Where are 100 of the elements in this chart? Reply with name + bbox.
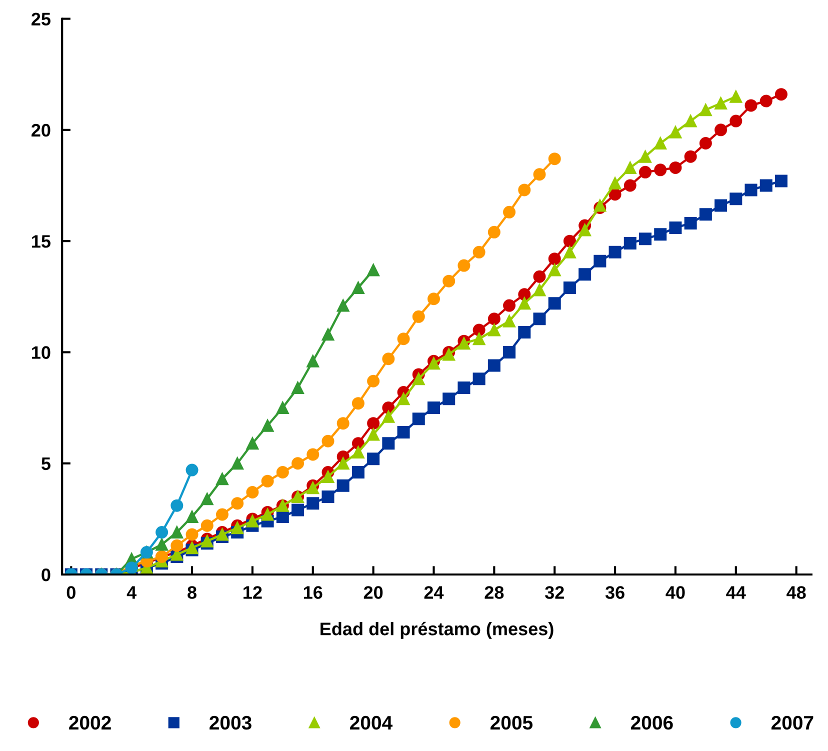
point xyxy=(594,254,606,268)
point xyxy=(472,372,486,386)
point xyxy=(292,457,304,470)
point xyxy=(578,224,592,236)
point xyxy=(563,246,576,258)
point xyxy=(367,417,380,430)
point xyxy=(442,274,456,288)
point xyxy=(714,96,728,110)
point xyxy=(336,299,350,312)
point xyxy=(442,392,456,406)
point xyxy=(684,150,697,163)
point xyxy=(488,324,500,336)
point xyxy=(639,150,652,163)
point xyxy=(246,486,259,499)
point xyxy=(563,234,576,248)
point xyxy=(442,348,456,361)
point xyxy=(382,352,395,366)
point xyxy=(156,526,168,539)
point xyxy=(533,312,546,326)
y-tick-label: 10 xyxy=(32,346,50,359)
point xyxy=(488,226,500,238)
point xyxy=(231,457,244,470)
x-tick-label: 28 xyxy=(484,586,504,599)
point xyxy=(336,457,350,470)
point xyxy=(428,402,440,414)
point xyxy=(367,264,380,276)
point xyxy=(458,382,470,394)
point xyxy=(548,252,561,266)
point xyxy=(216,508,228,521)
point xyxy=(186,510,198,523)
point xyxy=(533,270,546,283)
point xyxy=(472,246,486,258)
point xyxy=(533,284,546,296)
point xyxy=(231,497,244,510)
point xyxy=(322,490,334,503)
point xyxy=(367,374,380,388)
point xyxy=(336,479,350,492)
point xyxy=(170,499,184,512)
point xyxy=(669,126,682,138)
x-tick-label: 0 xyxy=(66,586,76,599)
x-tick-label: 40 xyxy=(666,586,685,599)
point xyxy=(397,426,410,438)
point xyxy=(397,392,410,406)
point xyxy=(744,184,758,196)
x-tick-label: 8 xyxy=(188,586,196,599)
point xyxy=(231,522,244,534)
x-tick-label: 36 xyxy=(605,586,624,599)
point xyxy=(306,354,320,368)
legend-label: 2006 xyxy=(630,716,673,730)
point xyxy=(624,161,636,174)
point xyxy=(669,221,682,234)
point xyxy=(382,437,395,450)
point xyxy=(684,217,697,230)
point xyxy=(246,437,259,450)
legend-label: 2005 xyxy=(490,716,533,730)
y-tick-label: 25 xyxy=(32,12,50,26)
point xyxy=(654,228,667,241)
point xyxy=(412,310,425,323)
point xyxy=(352,397,364,410)
x-tick-label: 12 xyxy=(244,586,262,599)
point xyxy=(714,199,728,212)
point xyxy=(170,526,184,539)
point xyxy=(533,168,546,181)
point xyxy=(624,237,636,250)
point xyxy=(518,288,531,301)
point xyxy=(548,297,561,310)
point xyxy=(730,114,742,128)
point xyxy=(699,137,712,150)
legend-label: 2004 xyxy=(350,716,393,730)
point xyxy=(654,137,667,150)
point xyxy=(336,417,350,430)
point xyxy=(488,312,500,326)
point xyxy=(156,538,168,551)
y-tick-label: 15 xyxy=(32,235,50,248)
point xyxy=(669,161,682,174)
point xyxy=(774,174,788,188)
point xyxy=(714,124,728,136)
y-tick-label: 5 xyxy=(42,457,50,470)
x-tick-label: 16 xyxy=(304,586,322,599)
y-tick-label: 0 xyxy=(42,568,50,582)
point xyxy=(200,492,214,506)
point xyxy=(548,264,561,276)
point xyxy=(774,88,788,101)
point xyxy=(578,268,592,281)
point xyxy=(458,259,470,272)
point xyxy=(730,192,742,206)
point xyxy=(322,328,334,341)
point xyxy=(397,332,410,346)
point xyxy=(458,337,470,350)
point xyxy=(563,282,576,294)
point xyxy=(292,382,304,394)
point xyxy=(186,464,198,476)
point xyxy=(322,470,334,483)
point xyxy=(744,99,758,112)
point xyxy=(306,497,320,510)
point xyxy=(518,326,531,338)
x-tick-label: 4 xyxy=(126,586,137,599)
point xyxy=(518,184,531,196)
x-tick-label: 32 xyxy=(544,586,564,599)
point xyxy=(654,164,667,176)
